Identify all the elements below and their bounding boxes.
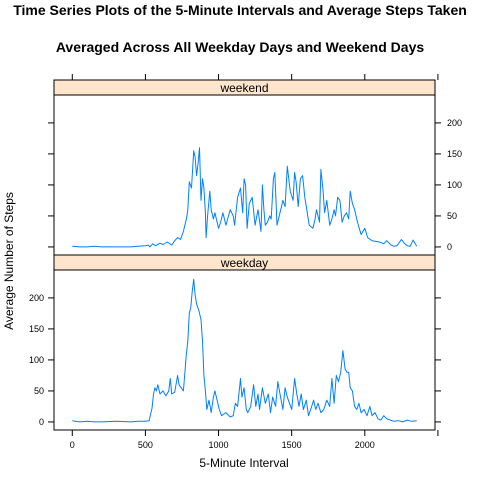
y-axis-title: Average Number of Steps bbox=[2, 192, 16, 330]
series-line-weekday bbox=[72, 278, 417, 423]
y-tick-label: 0 bbox=[39, 417, 44, 427]
chart-title-line2: Averaged Across All Weekday Days and Wee… bbox=[56, 39, 425, 55]
x-axis-title: 5-Minute Interval bbox=[199, 456, 288, 470]
y-tick-label: 50 bbox=[447, 211, 457, 221]
chart-title-line1: Time Series Plots of the 5-Minute Interv… bbox=[13, 2, 467, 18]
panel-weekday: weekday 0 50 100 150 200 bbox=[29, 254, 441, 431]
panel-frame-weekday bbox=[53, 269, 436, 431]
panel-weekend: weekend 0 50 100 150 200 bbox=[48, 79, 462, 256]
y-tick-label: 100 bbox=[447, 180, 462, 190]
y-tick-label: 50 bbox=[34, 386, 44, 396]
y-tick-label: 200 bbox=[447, 118, 462, 128]
series-line-weekend bbox=[72, 147, 418, 248]
x-tick-label: 1000 bbox=[209, 440, 229, 450]
x-tick-label: 500 bbox=[138, 440, 153, 450]
y-tick-label: 0 bbox=[447, 242, 452, 252]
y-tick-label: 200 bbox=[29, 293, 44, 303]
x-tick-label: 2000 bbox=[355, 440, 375, 450]
strip-label-weekday: weekday bbox=[220, 256, 268, 270]
y-tick-label: 150 bbox=[447, 149, 462, 159]
panel-frame-weekend bbox=[53, 94, 436, 256]
x-tick-label: 1500 bbox=[282, 440, 302, 450]
x-tick-label: 0 bbox=[70, 440, 75, 450]
y-tick-label: 150 bbox=[29, 324, 44, 334]
y-tick-label: 100 bbox=[29, 355, 44, 365]
strip-label-weekend: weekend bbox=[219, 81, 268, 95]
